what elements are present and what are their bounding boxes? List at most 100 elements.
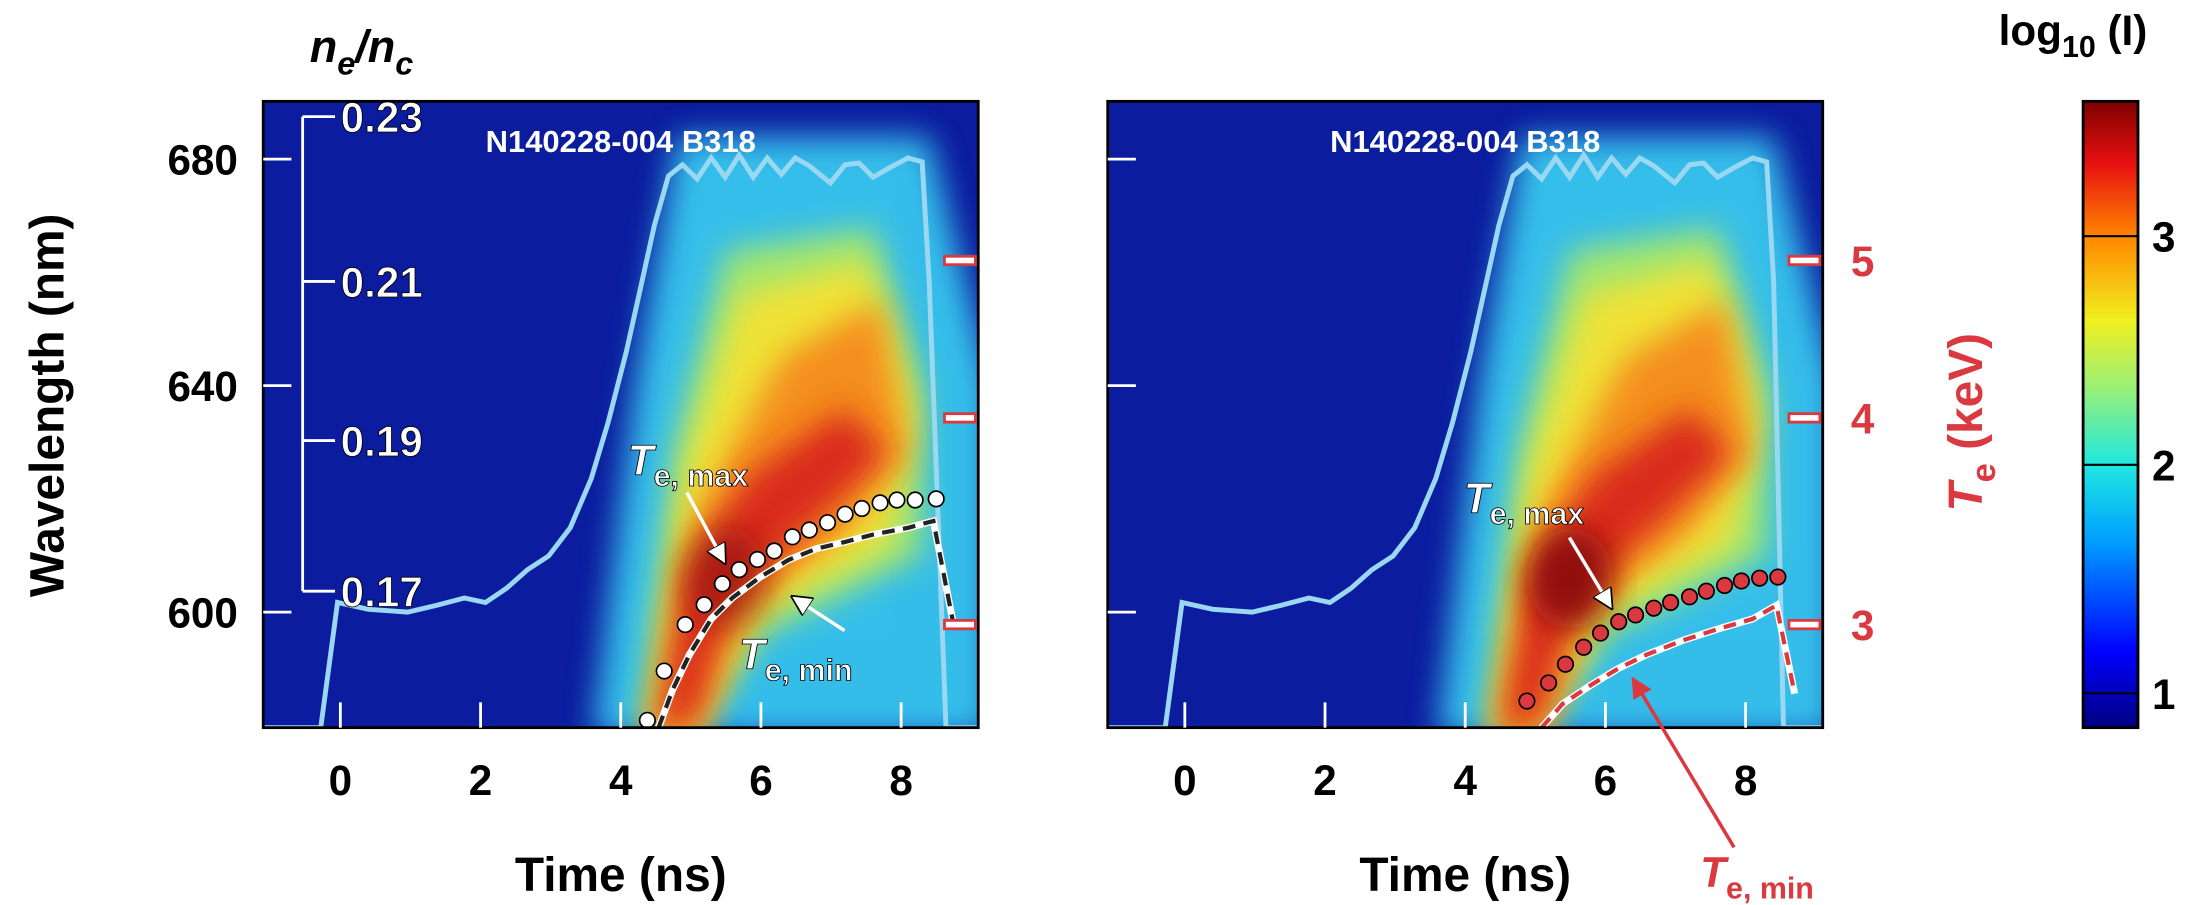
label-subscript: e, min: [1726, 872, 1814, 905]
arrow: [685, 491, 725, 563]
density-tick-label: 0.23: [341, 94, 423, 141]
y-tick-label: 680: [167, 137, 237, 184]
y2-axis-label: Te (keV): [1940, 333, 2003, 512]
label-subscript: c: [395, 46, 413, 82]
arrow: [1567, 536, 1611, 608]
colorbar: [2081, 99, 2140, 730]
te-max-dot: [695, 596, 713, 614]
panel-label: N140228-004 B318: [1330, 124, 1600, 159]
te-max-dot: [1575, 638, 1593, 656]
te-max-dot: [1697, 582, 1715, 600]
label-text: n: [310, 21, 338, 72]
te-max-dot: [1680, 588, 1699, 606]
te-max-dot: [800, 521, 818, 539]
te-max-dot: [1769, 568, 1787, 586]
te-max-dot: [871, 494, 889, 512]
heatmap-blob: [1501, 408, 1732, 728]
te-max-dot: [1591, 624, 1610, 642]
te-max-label: Te, max: [1464, 474, 1585, 531]
x-tick-label: 6: [1594, 757, 1617, 804]
te-max-dot: [1626, 606, 1645, 624]
te-max-dot: [730, 561, 748, 579]
te-max-dot: [1645, 599, 1663, 617]
te-max-dot: [748, 550, 767, 569]
y2-tick-label: 4: [1851, 395, 1875, 442]
te-max-dot: [888, 491, 906, 509]
colorbar-tick-label: 1: [2152, 671, 2175, 718]
heatmap-blob: [657, 408, 888, 728]
te-max-dot: [713, 575, 731, 593]
density-tick-label: 0.19: [341, 418, 423, 465]
te-max-dot: [1518, 692, 1536, 710]
density-tick-label: 0.17: [341, 569, 423, 616]
label-text: (I): [2096, 7, 2148, 54]
te-max-dot: [765, 542, 783, 560]
x-tick-label: 0: [1173, 757, 1196, 804]
te-max-dot: [1540, 674, 1558, 692]
density-axis-label: ne/nc: [310, 21, 414, 82]
te-marker: [943, 618, 977, 631]
colorbar-label: log10 (I): [1999, 7, 2148, 64]
te-marker: [1787, 618, 1822, 631]
te-max-dot: [1662, 593, 1680, 612]
x-axis-label: Time (ns): [515, 849, 727, 902]
te-max-dot: [1751, 569, 1769, 587]
y-tick-label: 640: [167, 363, 237, 410]
te-marker: [943, 254, 977, 267]
x-axis-label: Time (ns): [1359, 849, 1571, 902]
arrow: [792, 597, 846, 633]
y2-tick-label: 3: [1851, 602, 1874, 649]
label-subscript: e, max: [654, 459, 749, 493]
te-max-dot: [906, 491, 924, 509]
panel-label: N140228-004 B318: [486, 124, 756, 159]
label-text: T: [628, 436, 657, 483]
te-min-line: [656, 518, 957, 728]
label-subscript: e, min: [765, 653, 853, 687]
colorbar-tick-label: 2: [2152, 442, 2175, 489]
y-tick-label: 600: [167, 590, 237, 637]
x-tick-label: 2: [469, 757, 492, 804]
te-min-line: [1540, 602, 1797, 728]
colorbar-tick-label: 3: [2152, 214, 2175, 261]
x-tick-label: 4: [1453, 757, 1477, 804]
te-max-dot: [818, 514, 837, 532]
heatmap: [263, 101, 979, 728]
x-tick-label: 0: [329, 757, 352, 804]
label-subscript: e: [337, 46, 355, 82]
te-max-dot: [676, 616, 694, 634]
pulse-line: [1107, 150, 1823, 728]
label-subscript: 10: [2062, 30, 2096, 64]
te-max-dot: [655, 662, 673, 680]
label-text: /n: [353, 21, 395, 72]
y2-tick-label: 5: [1851, 238, 1874, 285]
label-subscript: e: [1965, 463, 2003, 482]
x-tick-label: 2: [1313, 757, 1336, 804]
label-text: T: [1464, 474, 1493, 521]
te-max-dot: [1732, 572, 1750, 590]
te-marker: [1787, 412, 1822, 424]
te-marker: [943, 412, 977, 424]
x-tick-label: 6: [749, 757, 772, 804]
te-max-dot: [638, 711, 656, 729]
label-subscript: e, max: [1490, 497, 1585, 531]
label-text: T: [739, 631, 768, 678]
x-tick-label: 8: [889, 757, 912, 804]
te-max-dot: [783, 528, 802, 546]
heatmap: [1107, 101, 1823, 728]
label-text: T: [1940, 479, 1993, 512]
label-text: (keV): [1940, 333, 1993, 463]
y-axis-label: Wavelength (nm): [21, 214, 74, 598]
arrow: [1631, 676, 1736, 849]
label-text: log: [1999, 7, 2062, 54]
te-max-dot: [1610, 613, 1628, 631]
heatmap-core: [1528, 527, 1613, 629]
te-max-dot: [836, 505, 854, 523]
te-max-dot: [1715, 576, 1734, 595]
label-text: T: [1700, 849, 1729, 896]
density-tick-label: 0.21: [341, 259, 423, 306]
te-max-label: Te, max: [628, 436, 749, 493]
te-marker: [1787, 254, 1822, 267]
x-tick-label: 4: [609, 757, 633, 804]
